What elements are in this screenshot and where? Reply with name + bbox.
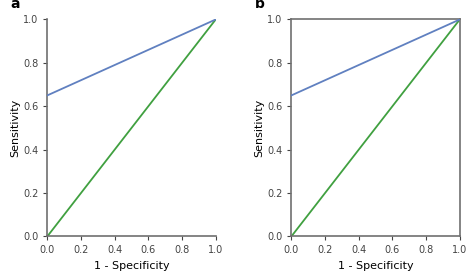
Text: b: b <box>255 0 264 11</box>
Text: a: a <box>10 0 20 11</box>
Y-axis label: Sensitivity: Sensitivity <box>254 99 264 157</box>
X-axis label: 1 - Specificity: 1 - Specificity <box>338 261 413 271</box>
Y-axis label: Sensitivity: Sensitivity <box>10 99 20 157</box>
X-axis label: 1 - Specificity: 1 - Specificity <box>94 261 169 271</box>
